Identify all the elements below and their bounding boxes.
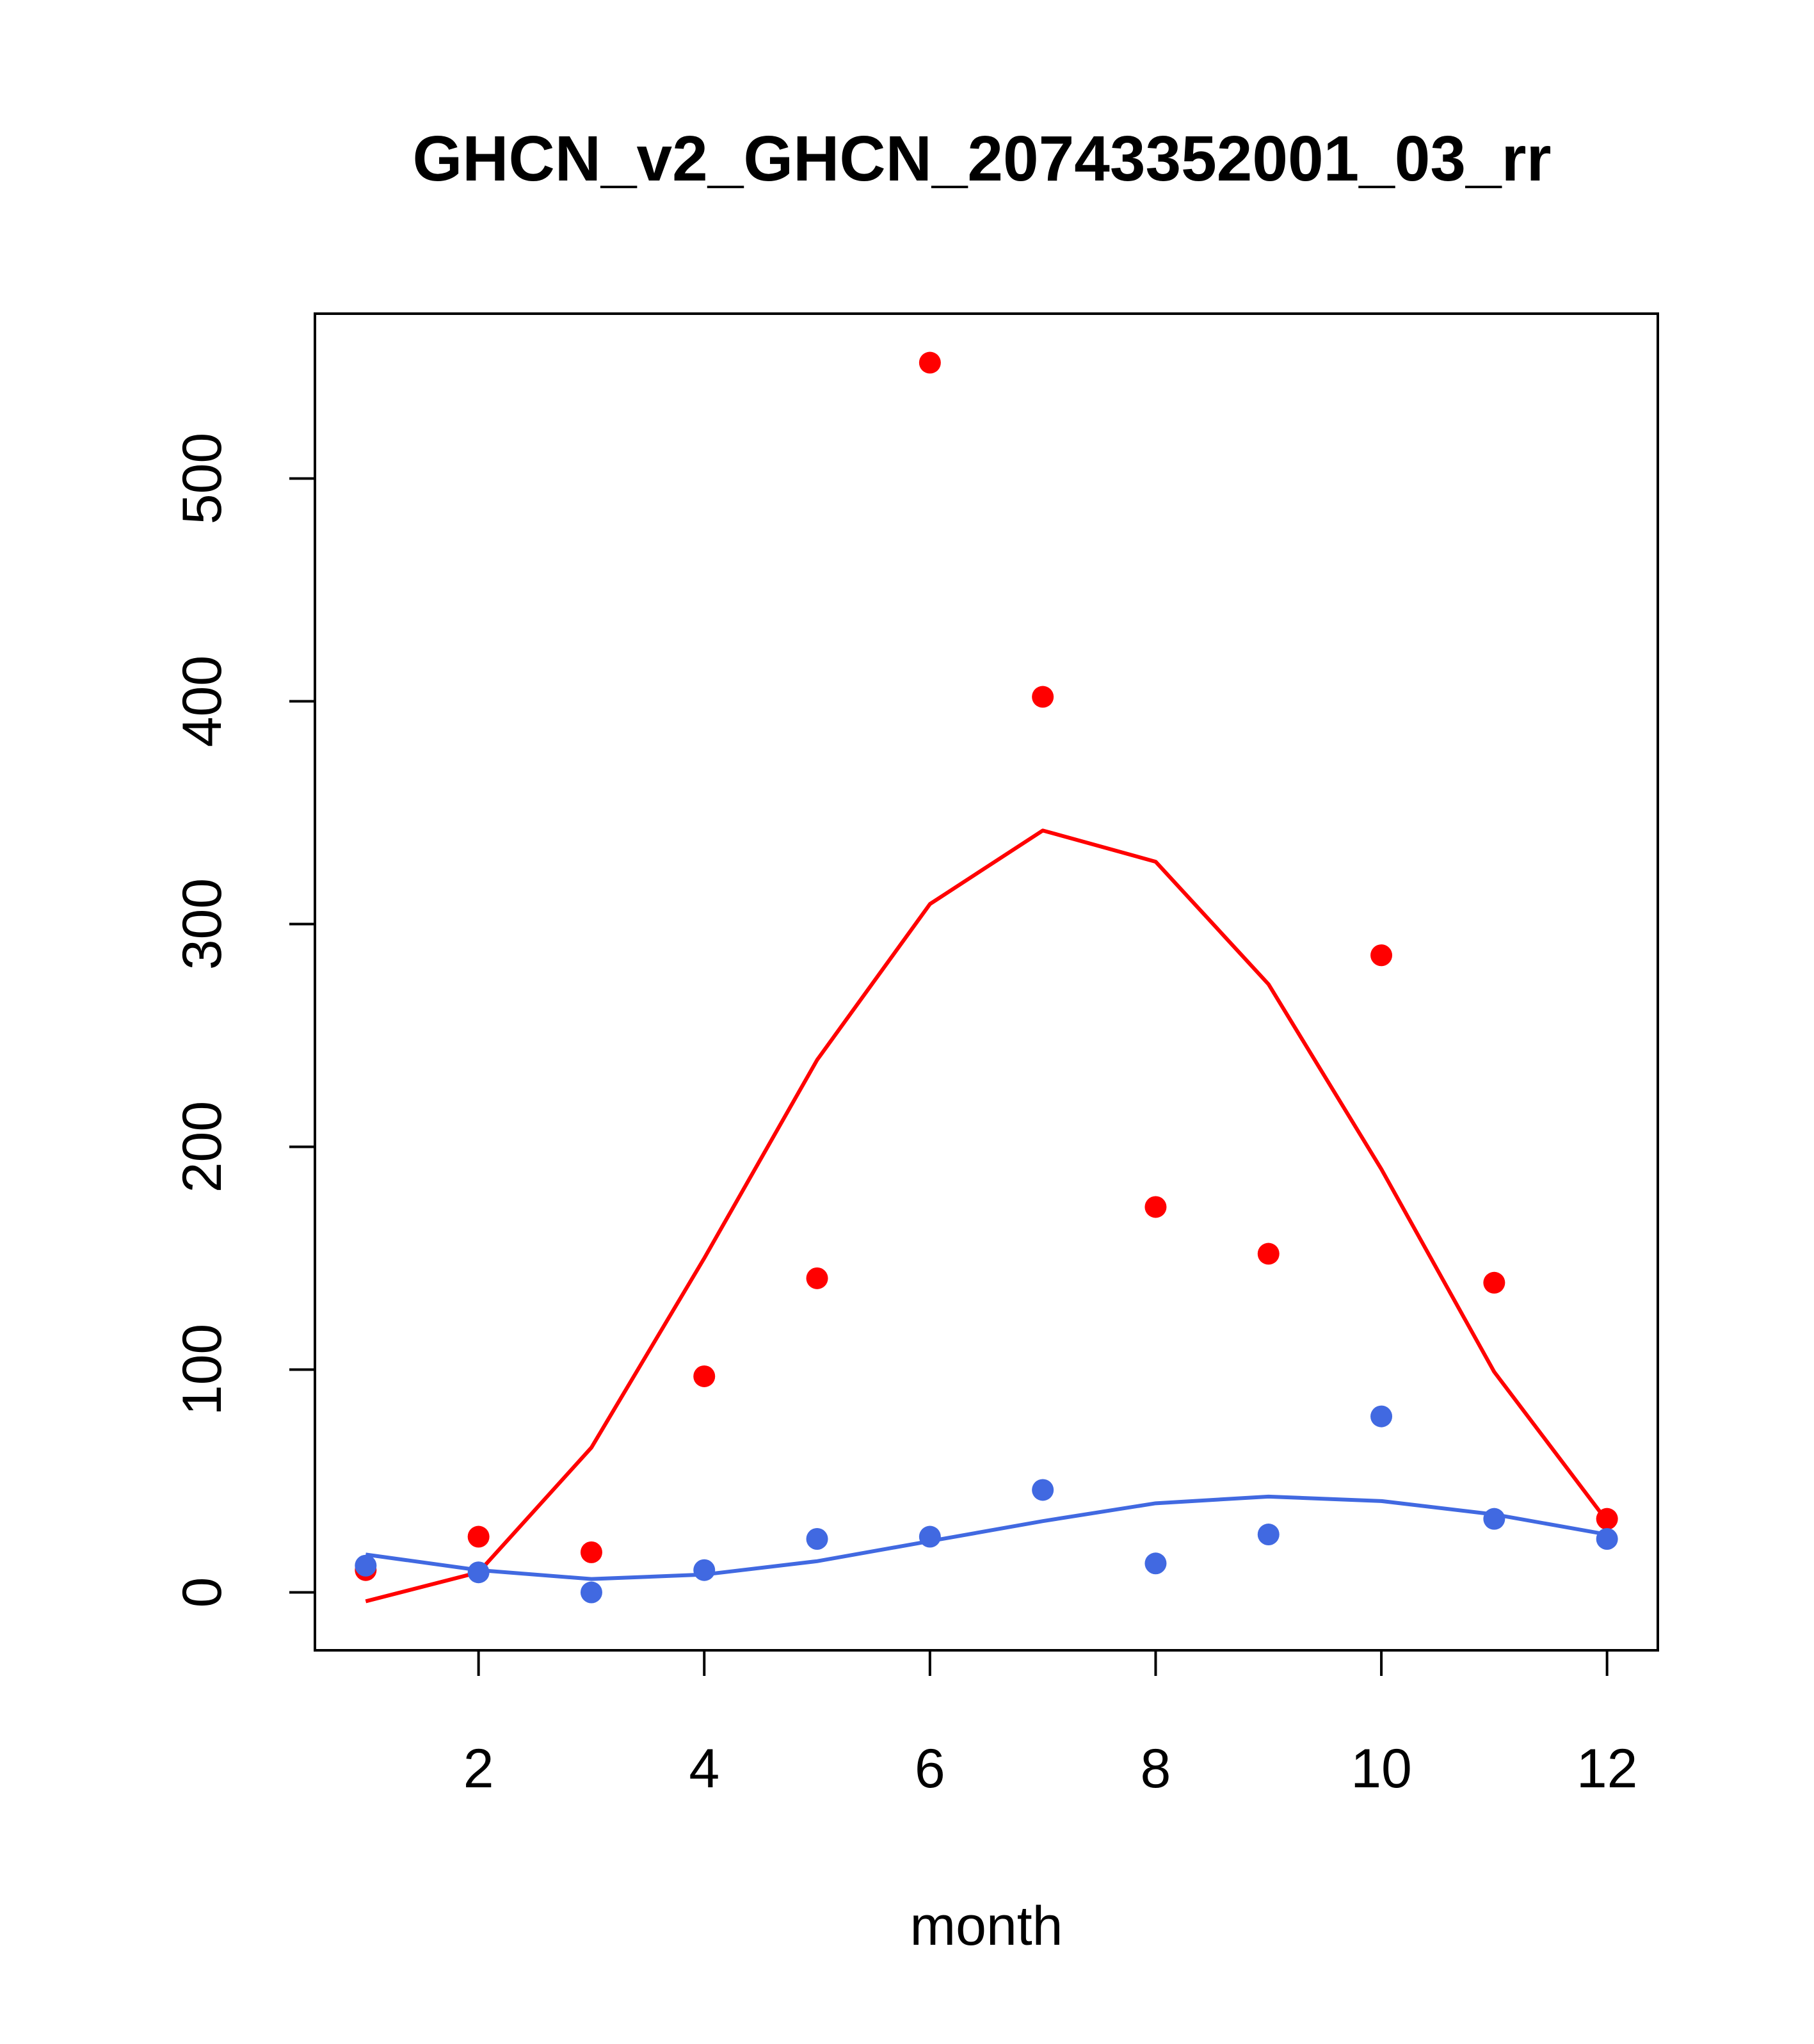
series-2-point [919, 1525, 941, 1548]
series-0-point [1032, 686, 1054, 708]
series-2-point [580, 1581, 602, 1604]
series-0-point [1144, 1196, 1167, 1218]
series-3-line [365, 1494, 1608, 1581]
x-tick-label: 12 [1577, 1738, 1638, 1799]
series-0-point [1483, 1271, 1505, 1294]
series-2-point [1483, 1508, 1505, 1530]
series-2-point [467, 1561, 490, 1584]
series-2-point [1596, 1528, 1618, 1550]
y-tick-label: 400 [172, 656, 233, 748]
x-tick-label: 4 [689, 1738, 719, 1799]
series-2-point [1032, 1479, 1054, 1501]
series-0-point [1370, 944, 1393, 967]
y-tick-label: 0 [172, 1577, 233, 1608]
series-0-point [693, 1365, 716, 1387]
y-axis: 0 100 200 300 400 500 [172, 433, 316, 1608]
y-tick-label: 100 [172, 1324, 233, 1416]
x-tick-label: 8 [1141, 1738, 1171, 1799]
series-layer [355, 351, 1618, 1604]
series-2-point [1257, 1524, 1280, 1546]
series-2-point [806, 1528, 828, 1550]
series-2-point [355, 1554, 377, 1577]
series-2-point [1370, 1405, 1393, 1428]
chart-title: GHCN_v2_GHCN_20743352001_03_rr [412, 123, 1551, 195]
x-tick-label: 10 [1351, 1738, 1412, 1799]
x-tick-label: 2 [463, 1738, 494, 1799]
series-0-point [467, 1525, 490, 1548]
y-tick-label: 300 [172, 878, 233, 970]
y-tick-label: 200 [172, 1101, 233, 1193]
x-axis: 2 4 6 8 10 12 [463, 1649, 1638, 1799]
series-0-point [1596, 1508, 1618, 1530]
y-tick-label: 500 [172, 433, 233, 525]
x-axis-label: month [910, 1895, 1063, 1957]
series-1-line [365, 828, 1609, 1604]
series-2-point [1144, 1552, 1167, 1575]
series-2-point [693, 1559, 716, 1581]
series-0-point [580, 1541, 602, 1563]
x-tick-label: 6 [915, 1738, 945, 1799]
series-0-point [919, 351, 941, 374]
series-0-point [806, 1267, 828, 1289]
series-0-point [1257, 1243, 1280, 1265]
